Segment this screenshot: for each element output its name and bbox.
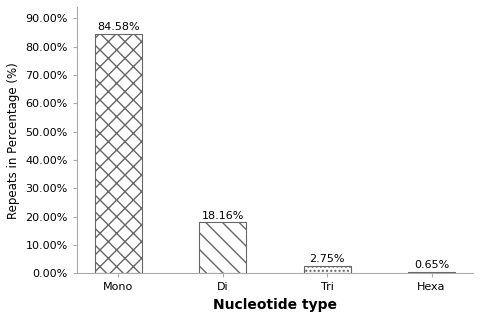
X-axis label: Nucleotide type: Nucleotide type <box>213 298 337 312</box>
Bar <box>199 222 246 273</box>
Bar <box>304 266 351 273</box>
Bar <box>408 272 455 273</box>
Text: 2.75%: 2.75% <box>310 254 345 264</box>
Text: 0.65%: 0.65% <box>414 260 449 270</box>
Bar <box>95 33 142 273</box>
Text: 84.58%: 84.58% <box>97 22 140 32</box>
Text: 18.16%: 18.16% <box>202 211 244 220</box>
Y-axis label: Repeats in Percentage (%): Repeats in Percentage (%) <box>7 62 20 219</box>
